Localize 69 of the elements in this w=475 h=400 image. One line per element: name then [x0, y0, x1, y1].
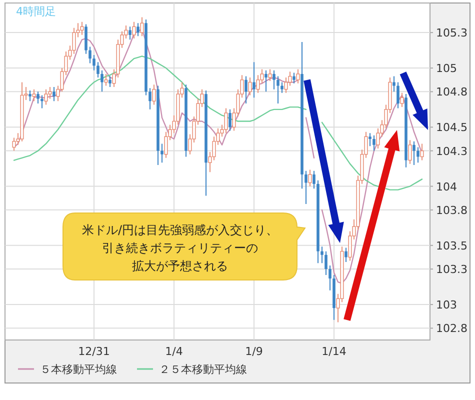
x-tick-label: 1/9	[245, 345, 263, 358]
candlestick	[244, 76, 248, 104]
candlestick	[252, 62, 256, 98]
candlestick	[80, 21, 84, 36]
candlestick	[408, 140, 412, 164]
candlestick	[400, 92, 404, 108]
candlestick	[160, 143, 164, 164]
candlestick	[344, 247, 348, 262]
candlestick	[36, 91, 40, 104]
candlestick	[308, 169, 312, 187]
x-tick-label: 1/14	[322, 345, 346, 358]
y-tick-label: 103	[436, 298, 457, 312]
candlestick	[52, 86, 56, 102]
candlestick	[368, 132, 372, 147]
candlestick	[152, 84, 156, 106]
y-tick-label: 103.5	[436, 239, 468, 252]
candlestick	[128, 26, 132, 40]
candlestick	[276, 76, 280, 104]
x-tick-label: 12/31	[78, 345, 110, 358]
candlestick	[104, 73, 108, 86]
y-tick-label: 104	[436, 180, 457, 194]
candlestick	[312, 170, 316, 190]
candlestick	[372, 134, 376, 152]
candlestick	[84, 24, 88, 54]
candlestick	[320, 246, 324, 264]
y-tick-label: 104.3	[436, 144, 468, 158]
annotation: 米ドル/円は目先強弱感が入交じり、引き続きボラティリティーの拡大が予想される	[82, 223, 278, 273]
y-tick-label: 104.8	[436, 86, 468, 99]
candlestick	[108, 76, 112, 88]
candlestick	[28, 90, 32, 102]
candlestick	[392, 76, 396, 92]
candlestick	[136, 22, 140, 37]
candlestick	[248, 76, 252, 96]
legend-label: ５本移動平均線	[40, 363, 117, 376]
candlestick	[412, 140, 416, 166]
chart-title: 4時間足	[16, 5, 56, 18]
candlestick	[280, 82, 284, 94]
candlestick	[32, 88, 36, 102]
candlestick	[324, 250, 328, 276]
candlestick	[420, 143, 424, 161]
candlestick	[292, 72, 296, 84]
candlestick	[88, 46, 92, 64]
candlestick	[132, 21, 136, 39]
candlestick	[272, 70, 276, 90]
candlestick	[12, 137, 16, 152]
candlestick	[416, 146, 420, 164]
candlestick	[148, 88, 152, 110]
y-tick-label: 103.8	[436, 204, 468, 217]
candlestick	[92, 54, 96, 71]
candlestick	[396, 82, 400, 109]
y-tick-label: 102.8	[436, 322, 468, 336]
x-tick-label: 1/4	[165, 345, 183, 358]
candlestick	[228, 108, 232, 132]
y-tick-label: 105	[436, 62, 457, 76]
candlestick	[40, 94, 44, 109]
y-tick-label: 103.3	[436, 263, 468, 276]
candlestick	[140, 16, 144, 37]
candlestick	[44, 88, 48, 106]
candlestick	[268, 68, 272, 82]
candlestick	[296, 68, 300, 84]
candlestick	[100, 70, 104, 92]
y-tick-label: 104.5	[436, 121, 468, 134]
candlestick	[96, 62, 100, 78]
y-tick-label: 105.3	[436, 26, 468, 40]
candlestick	[304, 170, 308, 205]
candlestick	[224, 108, 228, 134]
candlestick	[264, 70, 268, 92]
legend-label: ２５本移動平均線	[159, 363, 247, 376]
candlestick	[328, 265, 332, 291]
